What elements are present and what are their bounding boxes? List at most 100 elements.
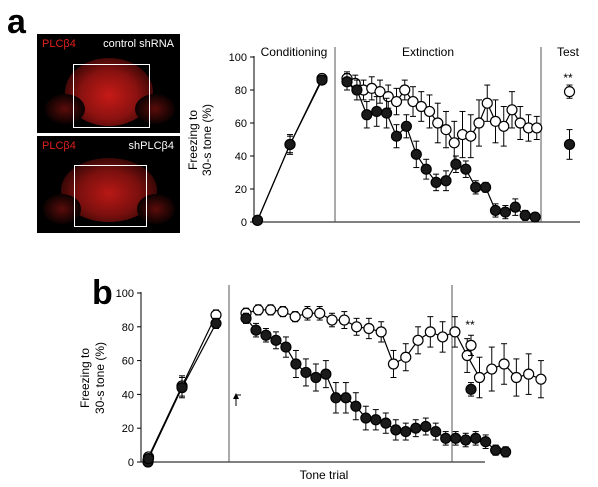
filled-series-point	[509, 201, 521, 213]
y-axis-label-line2: 30-s tone (%)	[200, 104, 214, 176]
filled-series-point	[450, 432, 462, 444]
panel-b-letter: b	[92, 274, 113, 312]
section-label-extinction: Extinction	[402, 45, 454, 59]
open-series-point	[563, 86, 576, 98]
filled-series-point	[460, 434, 472, 446]
open-series-point	[535, 373, 547, 385]
filled-series-point	[430, 425, 442, 438]
filled-series-point	[410, 422, 422, 434]
open-series-point	[486, 363, 498, 375]
open-series-point	[277, 305, 289, 318]
y-tick-label: 80	[235, 85, 247, 97]
filled-series-point	[450, 158, 462, 170]
filled-series-point	[420, 163, 432, 175]
filled-series-point	[470, 432, 482, 444]
filled-series-point	[350, 400, 362, 412]
filled-series-point	[390, 130, 403, 142]
filled-series-point	[270, 334, 282, 346]
open-series-point	[252, 304, 264, 316]
y-tick-label: 0	[241, 217, 247, 229]
open-series-point	[424, 326, 436, 338]
section-label-test: Test	[557, 45, 580, 59]
filled-series-point	[360, 412, 372, 424]
stain-label: PLCβ4	[42, 140, 76, 152]
y-tick-label: 80	[122, 322, 134, 334]
y-tick-label: 100	[116, 288, 134, 300]
open-series-point	[382, 90, 394, 103]
open-series-point	[498, 358, 510, 370]
open-series-point	[363, 322, 375, 335]
filled-series-point	[280, 341, 292, 353]
filled-series-point	[380, 417, 392, 429]
open-series-point	[506, 104, 518, 116]
filled-series-point	[316, 74, 328, 86]
open-series-point	[351, 321, 363, 333]
stain-label: PLCβ4	[42, 38, 76, 50]
y-axis-label-line1: Freezing to	[78, 348, 92, 408]
open-series-point	[338, 314, 350, 326]
y-tick-label: 60	[122, 356, 134, 368]
significance-marker: **	[465, 318, 475, 332]
filled-series-point	[284, 138, 296, 151]
y-tick-label: 20	[235, 184, 247, 196]
y-tick-label: 40	[235, 151, 247, 163]
filled-series-point	[381, 107, 393, 119]
micrograph-control: PLCβ4 control shRNA	[37, 34, 180, 133]
open-series-point	[465, 339, 477, 351]
open-series-point	[400, 351, 412, 363]
y-axis-label-line1: Freezing to	[186, 110, 200, 170]
filled-series-point	[361, 109, 373, 121]
open-series-point	[314, 307, 326, 319]
open-series-point	[448, 137, 460, 149]
open-series-point	[374, 86, 386, 98]
y-tick-label: 60	[235, 118, 247, 130]
stain-region	[45, 94, 85, 124]
filled-series-point	[300, 366, 312, 379]
panel-a-letter: a	[7, 3, 26, 41]
open-series-point	[531, 122, 543, 134]
filled-series-point	[500, 446, 512, 458]
filled-series-point	[176, 382, 188, 394]
open-series-point	[498, 120, 510, 132]
section-label-conditioning: Conditioning	[261, 45, 328, 59]
open-series-point	[523, 368, 535, 380]
filled-series-point	[260, 329, 272, 341]
filled-series-point	[351, 84, 363, 96]
open-series-point	[465, 130, 477, 142]
filled-series-point	[400, 120, 412, 132]
filled-series-point	[420, 420, 432, 433]
open-series-point	[387, 358, 400, 370]
filled-series-point	[410, 148, 422, 160]
filled-series-point	[460, 163, 472, 175]
open-series-point	[514, 117, 526, 129]
open-series-point	[423, 105, 436, 118]
filled-series-point	[440, 175, 452, 187]
y-tick-label: 0	[128, 457, 134, 469]
filled-series-point	[480, 181, 492, 193]
filled-series-point	[210, 317, 222, 330]
filled-series-point	[320, 368, 332, 380]
open-series-point	[390, 95, 403, 108]
filled-series-point	[310, 371, 322, 384]
open-series-point	[326, 314, 338, 326]
micrograph-shplcb4: PLCβ4 shPLCβ4	[37, 136, 180, 233]
filled-series-point	[499, 206, 511, 218]
filled-series-point	[240, 312, 252, 324]
filled-series-point	[490, 444, 502, 456]
arrow-icon	[233, 393, 241, 406]
y-tick-label: 100	[229, 52, 247, 64]
filled-series-point	[440, 432, 452, 444]
open-series-point	[481, 97, 493, 109]
filled-series-point	[340, 392, 352, 404]
roi-box	[73, 64, 150, 128]
open-series-point	[399, 84, 411, 96]
significance-marker: **	[563, 71, 573, 85]
open-series-point	[412, 334, 424, 346]
open-series-point	[437, 331, 449, 343]
filled-series-point	[341, 76, 353, 88]
filled-series-point	[400, 425, 412, 438]
x-axis-label: Tone trial	[300, 468, 349, 482]
stain-region	[135, 94, 175, 124]
